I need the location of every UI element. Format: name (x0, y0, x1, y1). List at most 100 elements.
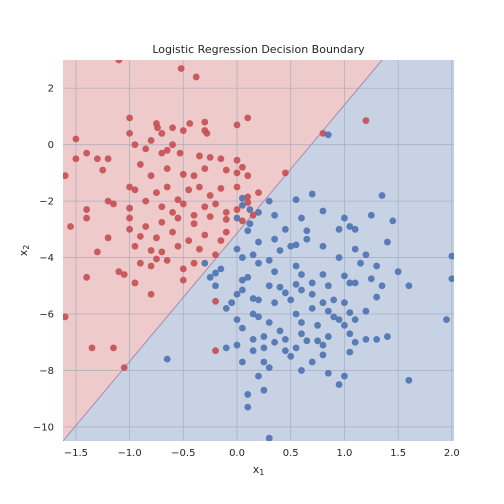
x-tick-label: −1.5 (64, 448, 88, 459)
data-point-class-0 (192, 73, 200, 81)
data-point-class-0 (233, 121, 241, 129)
data-point-class-1 (346, 223, 354, 230)
data-point-class-0 (201, 118, 209, 126)
data-point-class-1 (324, 282, 332, 290)
data-point-class-1 (308, 358, 316, 366)
y-tick-label: 0 (48, 140, 54, 151)
data-point-class-0 (244, 199, 252, 206)
data-point-class-0 (154, 124, 161, 132)
data-point-class-0 (93, 248, 101, 256)
data-point-class-1 (265, 256, 273, 264)
data-point-class-1 (362, 251, 370, 259)
data-point-class-1 (341, 299, 348, 307)
data-point-class-0 (126, 204, 133, 212)
data-point-class-0 (83, 273, 91, 281)
data-point-class-1 (324, 369, 332, 377)
data-point-class-0 (163, 165, 171, 173)
data-point-class-0 (222, 209, 230, 216)
data-point-class-1 (346, 309, 354, 316)
data-point-class-1 (244, 391, 252, 398)
data-point-class-1 (351, 316, 359, 324)
x-tick-label: 2.0 (444, 448, 460, 459)
data-point-class-0 (249, 211, 257, 219)
data-point-class-0 (185, 186, 193, 194)
data-point-class-1 (246, 206, 254, 213)
data-point-class-1 (351, 279, 359, 287)
data-point-class-1 (271, 299, 279, 307)
data-point-class-1 (298, 286, 305, 294)
data-point-class-1 (378, 192, 386, 199)
data-point-class-1 (249, 251, 257, 259)
data-point-class-1 (260, 386, 268, 394)
data-point-class-0 (63, 313, 69, 321)
data-point-class-0 (174, 214, 182, 222)
data-point-class-0 (126, 214, 133, 222)
data-point-class-1 (389, 217, 397, 225)
data-point-class-1 (314, 321, 321, 329)
data-point-class-0 (147, 262, 155, 270)
data-point-class-0 (174, 242, 182, 250)
x-axis-ticks: −1.5 −1.0 −0.5 0.0 0.5 1.0 1.5 2.0 (64, 448, 460, 459)
data-point-class-1 (367, 275, 375, 283)
data-point-class-0 (190, 172, 198, 180)
data-point-class-0 (186, 120, 194, 127)
data-point-class-0 (233, 169, 241, 177)
data-point-class-1 (249, 310, 257, 318)
data-point-class-0 (158, 149, 166, 157)
data-point-class-0 (158, 129, 166, 137)
data-point-class-0 (110, 200, 117, 208)
x-tick-label: 1.5 (390, 448, 406, 459)
data-point-class-1 (319, 351, 327, 359)
data-point-class-1 (351, 338, 359, 346)
data-point-class-0 (222, 228, 230, 236)
data-point-class-0 (153, 234, 160, 242)
data-point-class-1 (335, 381, 343, 388)
x-tick-label: −1.0 (117, 448, 141, 459)
data-point-class-1 (394, 268, 402, 276)
data-point-class-1 (292, 241, 300, 249)
data-point-class-0 (126, 129, 133, 137)
data-point-class-0 (222, 216, 230, 223)
data-point-class-1 (373, 262, 381, 270)
data-point-class-1 (276, 283, 284, 291)
data-point-class-0 (169, 124, 176, 132)
data-point-class-1 (405, 282, 413, 290)
y-tick-label: 2 (48, 84, 54, 95)
y-tick-label: −2 (39, 197, 54, 208)
data-point-class-1 (448, 275, 454, 283)
data-point-class-1 (238, 276, 246, 284)
data-point-class-0 (179, 170, 187, 178)
data-point-class-1 (255, 372, 262, 380)
data-point-class-1 (357, 259, 364, 267)
data-point-class-1 (319, 242, 327, 250)
data-point-class-1 (233, 341, 241, 349)
data-point-class-0 (99, 166, 107, 174)
data-point-class-1 (271, 211, 279, 219)
data-point-class-1 (298, 271, 305, 278)
data-point-class-1 (292, 310, 300, 318)
data-point-class-0 (72, 135, 80, 143)
x-axis-label: x1 (253, 463, 265, 477)
data-point-class-0 (63, 172, 69, 180)
data-point-class-0 (196, 245, 203, 253)
data-point-class-1 (443, 316, 450, 324)
data-point-class-1 (448, 252, 454, 260)
decision-boundary-line (63, 60, 383, 441)
data-point-class-0 (179, 265, 187, 273)
data-point-class-1 (238, 324, 246, 332)
y-axis-ticks: 2 0 −2 −4 −6 −8 −10 (33, 84, 54, 434)
data-point-class-0 (158, 248, 166, 256)
data-point-class-0 (190, 259, 198, 267)
data-point-class-0 (115, 268, 123, 276)
data-point-class-1 (308, 290, 316, 298)
data-point-class-0 (104, 155, 112, 163)
data-point-class-1 (212, 269, 219, 277)
data-point-class-0 (83, 206, 91, 213)
data-point-class-1 (244, 273, 252, 281)
data-point-class-0 (217, 237, 225, 245)
data-point-class-1 (292, 196, 300, 204)
data-point-class-0 (131, 242, 139, 250)
data-point-class-1 (281, 289, 289, 297)
data-point-class-1 (260, 333, 268, 340)
data-point-class-1 (341, 372, 348, 380)
